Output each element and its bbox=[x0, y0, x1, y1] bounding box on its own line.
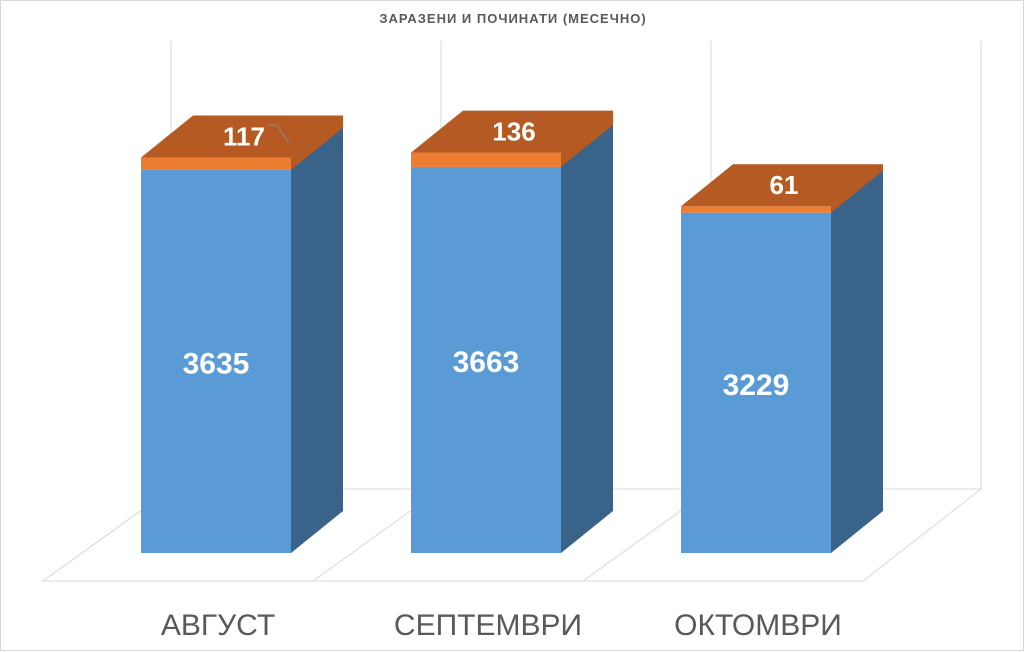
labels-group: 3635 117 АВГУСТ 3663 136 СЕПТЕМВРИ 3229 61 ОКТОМ… bbox=[161, 117, 842, 642]
bar-upper-segment bbox=[681, 206, 831, 213]
bar-upper-segment bbox=[411, 152, 561, 167]
value-label-upper: 61 bbox=[770, 170, 799, 200]
category-label: ОКТОМВРИ bbox=[674, 609, 842, 642]
category-label: АВГУСТ bbox=[161, 609, 275, 642]
bar-2 bbox=[411, 110, 613, 554]
chart-title: ЗАРАЗЕНИ И ПОЧИНАТИ (МЕСЕЧНО) bbox=[379, 11, 647, 26]
bar-upper-side-face bbox=[291, 115, 343, 170]
value-label-upper: 117 bbox=[223, 122, 265, 152]
bar-lower-segment bbox=[681, 212, 831, 554]
bar-top-face bbox=[681, 164, 883, 207]
bar-top-face bbox=[411, 110, 613, 153]
bar-upper-side-face bbox=[831, 164, 883, 213]
bar-1 bbox=[141, 115, 343, 554]
bar-side-face bbox=[831, 164, 883, 553]
bar-3 bbox=[681, 164, 883, 554]
value-label-lower: 3635 bbox=[183, 347, 250, 380]
bar-side-face bbox=[561, 110, 613, 554]
bar-upper-side-face bbox=[561, 110, 613, 167]
category-label: СЕПТЕМВРИ bbox=[394, 609, 582, 642]
bar-lower-segment bbox=[141, 169, 291, 553]
bar-top-face bbox=[141, 115, 343, 158]
leader-line bbox=[267, 124, 290, 144]
bar-lower-segment bbox=[411, 166, 561, 553]
bars-group bbox=[141, 110, 883, 554]
bar-upper-segment bbox=[141, 157, 291, 170]
bar-side-face bbox=[291, 115, 343, 554]
value-label-lower: 3229 bbox=[723, 369, 790, 402]
value-label-lower: 3663 bbox=[453, 346, 520, 379]
value-label-upper: 136 bbox=[492, 117, 535, 147]
